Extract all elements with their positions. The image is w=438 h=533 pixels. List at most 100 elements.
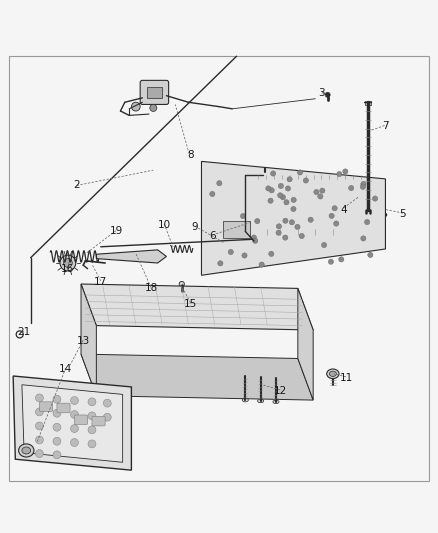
Text: 8: 8	[187, 150, 194, 160]
Ellipse shape	[355, 212, 381, 218]
FancyBboxPatch shape	[74, 415, 88, 425]
Ellipse shape	[349, 210, 386, 220]
Circle shape	[306, 204, 312, 211]
Circle shape	[289, 220, 294, 225]
Circle shape	[343, 169, 348, 174]
Circle shape	[320, 188, 325, 193]
Circle shape	[308, 217, 313, 222]
Circle shape	[88, 440, 96, 448]
Circle shape	[266, 186, 271, 191]
Circle shape	[269, 188, 274, 193]
Circle shape	[339, 204, 345, 211]
Circle shape	[268, 198, 273, 203]
Circle shape	[332, 206, 337, 211]
Ellipse shape	[215, 235, 232, 250]
Circle shape	[71, 425, 78, 432]
FancyBboxPatch shape	[140, 80, 169, 104]
Circle shape	[329, 213, 334, 219]
Bar	[147, 87, 162, 98]
Circle shape	[328, 259, 334, 264]
Circle shape	[53, 423, 61, 431]
Circle shape	[297, 170, 303, 175]
Circle shape	[284, 204, 290, 211]
Bar	[223, 221, 250, 238]
Circle shape	[337, 172, 342, 177]
Ellipse shape	[272, 201, 279, 214]
Circle shape	[318, 194, 323, 199]
Circle shape	[218, 261, 223, 266]
Circle shape	[365, 204, 371, 211]
Circle shape	[71, 439, 78, 447]
Text: 6: 6	[209, 231, 216, 241]
Circle shape	[64, 259, 72, 268]
Text: 2: 2	[73, 181, 80, 190]
Ellipse shape	[246, 238, 253, 244]
Circle shape	[276, 224, 282, 229]
Circle shape	[242, 253, 247, 258]
Circle shape	[254, 219, 260, 224]
Circle shape	[339, 257, 344, 262]
Ellipse shape	[230, 234, 247, 249]
Circle shape	[131, 102, 140, 111]
Ellipse shape	[256, 197, 268, 219]
Circle shape	[88, 426, 96, 434]
Circle shape	[150, 104, 157, 111]
Ellipse shape	[219, 239, 228, 246]
Circle shape	[210, 191, 215, 197]
Circle shape	[276, 230, 281, 236]
Circle shape	[278, 183, 283, 189]
Circle shape	[251, 235, 257, 240]
Circle shape	[103, 413, 111, 421]
Circle shape	[291, 197, 296, 203]
Circle shape	[325, 92, 330, 98]
Circle shape	[299, 233, 304, 239]
Circle shape	[280, 195, 286, 200]
Circle shape	[245, 231, 250, 237]
Polygon shape	[22, 385, 123, 462]
Circle shape	[71, 410, 78, 418]
Circle shape	[71, 397, 78, 405]
Circle shape	[60, 255, 76, 271]
Circle shape	[103, 399, 111, 407]
Circle shape	[35, 408, 43, 416]
Text: 19: 19	[110, 227, 123, 237]
Bar	[365, 101, 371, 106]
Circle shape	[283, 235, 288, 240]
Text: 7: 7	[382, 122, 389, 131]
Circle shape	[360, 184, 366, 189]
Circle shape	[317, 204, 323, 211]
FancyBboxPatch shape	[92, 416, 105, 426]
Circle shape	[88, 398, 96, 406]
Circle shape	[283, 218, 288, 223]
Circle shape	[228, 249, 233, 255]
Circle shape	[368, 252, 373, 257]
Circle shape	[287, 176, 292, 182]
Circle shape	[53, 437, 61, 445]
Polygon shape	[81, 354, 313, 400]
Circle shape	[352, 204, 358, 211]
Ellipse shape	[258, 399, 264, 403]
Ellipse shape	[243, 235, 256, 247]
Ellipse shape	[329, 371, 336, 376]
Ellipse shape	[22, 447, 31, 454]
Text: 11: 11	[339, 373, 353, 383]
Circle shape	[179, 281, 184, 287]
Text: 21: 21	[18, 327, 31, 337]
Polygon shape	[96, 250, 166, 263]
Ellipse shape	[363, 194, 373, 199]
Ellipse shape	[242, 398, 248, 402]
Polygon shape	[201, 161, 385, 275]
Polygon shape	[298, 288, 313, 400]
Text: 10: 10	[158, 220, 171, 230]
Ellipse shape	[18, 444, 34, 457]
Circle shape	[88, 412, 96, 420]
Circle shape	[35, 422, 43, 430]
Circle shape	[285, 186, 290, 191]
Circle shape	[236, 223, 241, 228]
Text: 12: 12	[274, 386, 287, 397]
Circle shape	[217, 181, 222, 186]
Circle shape	[271, 171, 276, 176]
Text: 14: 14	[59, 365, 72, 374]
Circle shape	[321, 243, 327, 248]
Circle shape	[35, 436, 43, 444]
